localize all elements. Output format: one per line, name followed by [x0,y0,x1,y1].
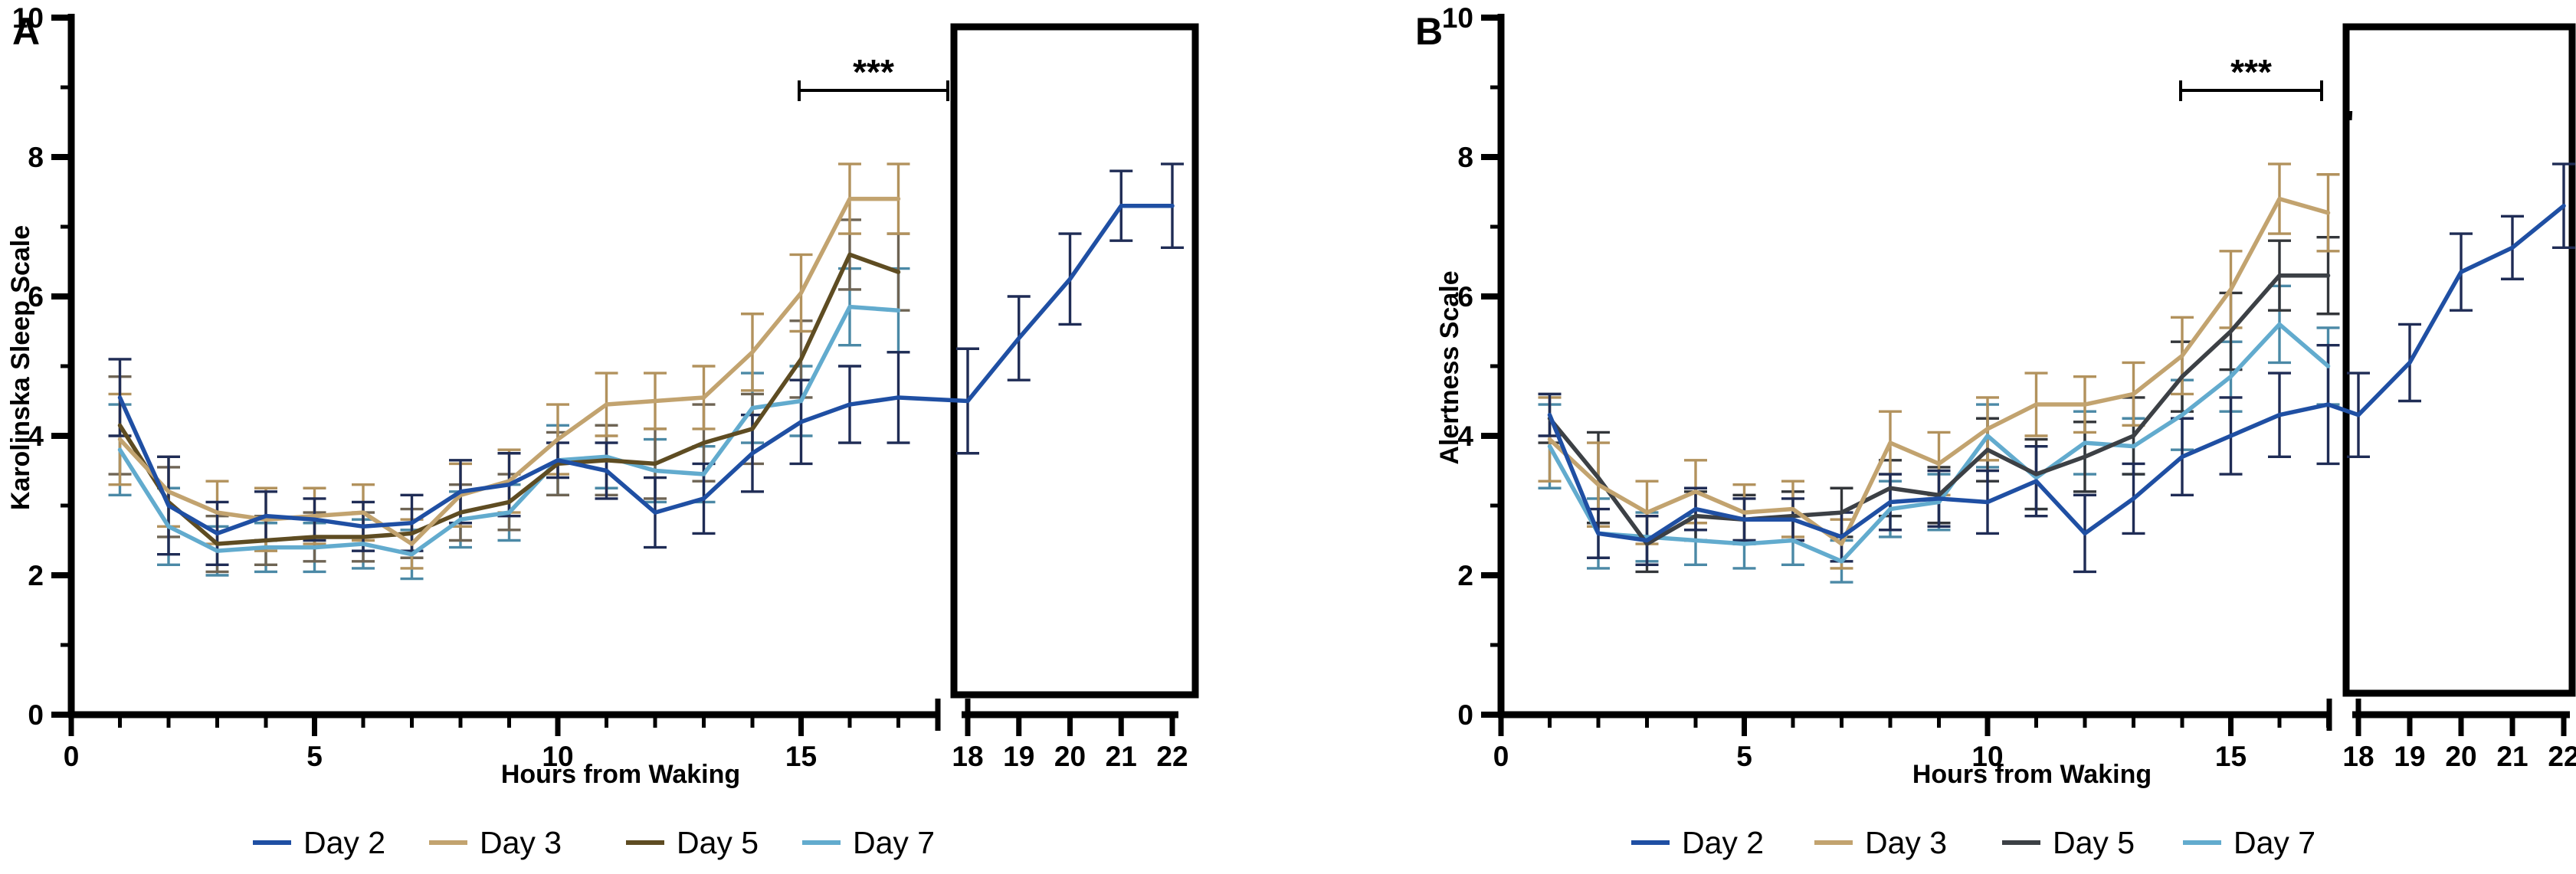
y-tick-label: 4 [28,421,44,452]
stray-mark-artifact: ' [2345,104,2354,145]
series-line-day-2 [117,203,1175,536]
x-tick-label: 19 [2394,741,2425,772]
series-line-day-5 [117,252,901,546]
x-tick-label: 21 [2496,741,2528,772]
series-line-day-3 [1547,196,2331,546]
panel-label: A [12,10,40,53]
legend-label-day-2: Day 2 [1682,825,1764,860]
y-tick-label: 2 [28,560,44,591]
legend-label-day-7: Day 7 [2234,825,2315,860]
x-tick-label: 0 [64,741,80,772]
x-axis-title: Hours from Waking [1912,760,2152,789]
x-tick-label: 10 [1971,741,2003,772]
inset-box [2342,23,2576,697]
y-tick-label: 10 [1442,2,1473,34]
y-axis-title: Karolinska Sleep Scale [6,225,35,510]
x-tick-label: 0 [1493,741,1509,772]
legend-label-day-3: Day 3 [480,825,562,860]
legend-label-day-5: Day 5 [2053,825,2135,860]
x-tick-label: 21 [1106,741,1137,772]
x-tick-label: 22 [1156,741,1188,772]
series-line-day-7 [1547,322,2331,564]
x-tick-label: 5 [1736,741,1752,772]
legend-label-day-3: Day 3 [1865,825,1947,860]
error-bars-day-5 [108,218,910,574]
significance-stars: *** [853,52,894,92]
panel-b-chart: B 0 2 4 6 8 10 Alertness Scale 0 5 10 15 18 19 20 21 22 *… [1415,2,2576,860]
legend-label-day-7: Day 7 [853,825,935,860]
x-tick-label: 5 [306,741,323,772]
inset-box [950,23,1199,699]
y-tick-label: 6 [28,281,44,313]
x-tick-label: 10 [542,741,573,772]
y-tick-label: 6 [1457,281,1473,313]
series-line-day-3 [117,196,901,546]
legend-label-day-2: Day 2 [303,825,385,860]
x-tick-label: 15 [785,741,817,772]
series-line-day-5 [1547,273,2331,546]
panel-a-chart: A 0 2 4 6 8 10 Karolinska Sleep Scale 0 5 10 15 18 19… [6,2,1199,860]
y-tick-label: 8 [28,142,44,173]
y-tick-label: 0 [1457,699,1473,731]
legend-label-day-5: Day 5 [677,825,759,860]
x-tick-label: 22 [2548,741,2576,772]
x-tick-label: 20 [2445,741,2476,772]
y-tick-label: 8 [1457,142,1473,173]
error-bars-day-7 [108,267,910,581]
significance-stars: *** [2230,52,2272,92]
y-tick-label: 10 [12,2,44,34]
legend: Day 2 Day 3 Day 5 Day 7 [1631,825,2315,860]
y-tick-label: 0 [28,699,44,731]
y-tick-label: 4 [1457,421,1473,452]
series-line-day-2 [1547,203,2566,543]
x-tick-label: 18 [2342,741,2374,772]
y-axis-title: Alertness Scale [1435,270,1464,464]
x-axis-title: Hours from Waking [501,760,740,789]
legend: Day 2 Day 3 Day 5 Day 7 [253,825,935,860]
x-tick-label: 20 [1054,741,1086,772]
x-tick-label: 19 [1003,741,1034,772]
x-tick-label: 15 [2215,741,2247,772]
panel-label: B [1415,10,1443,53]
y-tick-label: 2 [1457,560,1473,591]
x-tick-label: 18 [952,741,983,772]
